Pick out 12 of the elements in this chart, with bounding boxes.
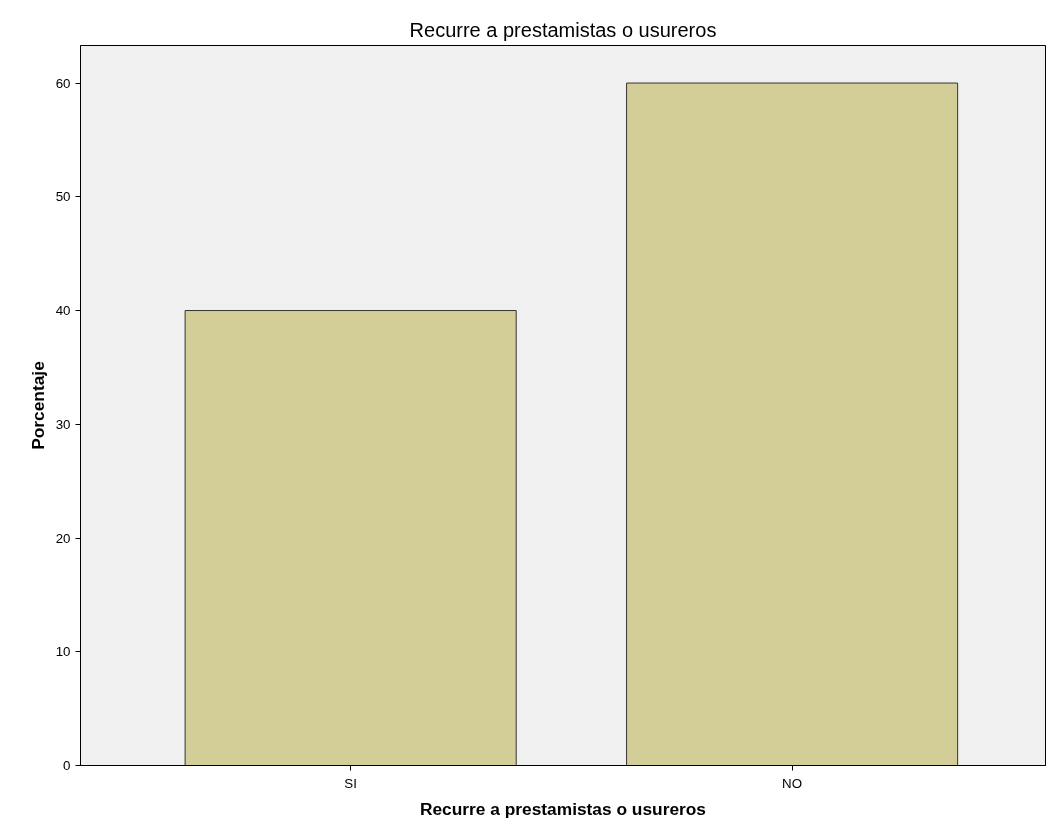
y-tick-label: 30 bbox=[55, 416, 71, 432]
chart-title: Recurre a prestamistas o usureros bbox=[409, 18, 717, 41]
y-tick-label: 40 bbox=[55, 303, 71, 319]
y-axis-title: Porcentaje bbox=[27, 360, 48, 450]
y-tick-label: 0 bbox=[63, 758, 71, 773]
x-axis-title: Recurre a prestamistas o usureros bbox=[419, 798, 707, 819]
y-tick-label: 50 bbox=[55, 189, 71, 205]
y-tick-label: 20 bbox=[55, 530, 71, 546]
y-tick-label: 60 bbox=[55, 75, 71, 91]
x-tick-label: SI bbox=[344, 775, 357, 791]
x-tick-label: NO bbox=[782, 775, 803, 791]
y-tick-label: 10 bbox=[55, 644, 71, 660]
